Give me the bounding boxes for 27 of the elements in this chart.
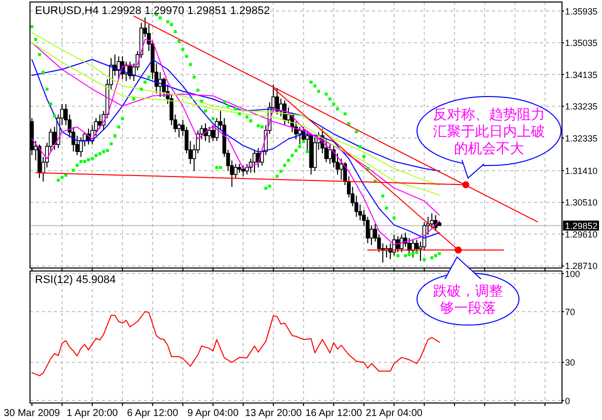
y-tick-label: 1.31410: [565, 166, 598, 176]
y-tick-label: 0: [565, 396, 570, 406]
callout: 反对称、趋势阻力汇聚于此日内上破的机会不大: [416, 96, 562, 179]
x-tick-label: 9 Apr 04:00: [187, 408, 240, 419]
x-tick-label: 30 Mar 2009: [4, 408, 60, 419]
callout: 跌破，调整够一段落: [416, 256, 520, 326]
y-tick-label: 100: [565, 268, 580, 279]
y-tick-label: 30: [565, 358, 576, 368]
y-tick-label: 70: [565, 306, 576, 317]
annotation: 跌破，调整够一段落: [433, 284, 503, 316]
x-tick-label: 6 Apr 12:00: [127, 408, 179, 419]
y-tick-label: 1.35935: [565, 6, 598, 16]
y-tick-label: 1.28710: [565, 261, 598, 272]
x-tick-label: 21 Apr 04:00: [366, 408, 423, 419]
x-tick-label: 16 Apr 12:00: [305, 408, 363, 419]
chart-title: EURUSD,H4 1.29928 1.29970 1.29851 1.29852: [35, 5, 270, 17]
ref-line-label: 1.29852: [565, 220, 598, 231]
y-tick-label: 1.33235: [565, 102, 598, 112]
y-tick-label: 1.34135: [565, 70, 598, 80]
chart-title: RSI(12) 45.9084: [35, 274, 116, 286]
y-tick-label: 1.29610: [565, 229, 598, 240]
annotation: 反对称、趋势阻力汇聚于此日内上破的机会不大: [433, 107, 545, 157]
y-tick-label: 1.35035: [565, 38, 598, 48]
x-tick-label: 13 Apr 20:00: [245, 408, 302, 419]
x-tick-label: 1 Apr 20:00: [66, 408, 118, 419]
y-tick-label: 1.32335: [565, 133, 598, 144]
y-tick-label: 1.30510: [565, 198, 598, 208]
